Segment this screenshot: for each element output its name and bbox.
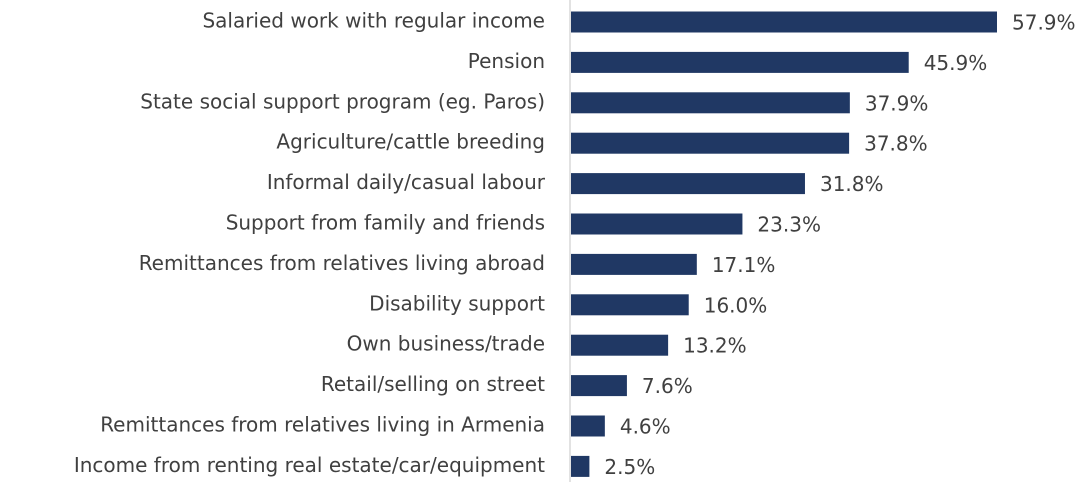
bar <box>571 173 805 195</box>
bar <box>571 294 689 316</box>
category-label: Disability support <box>369 291 545 315</box>
bar <box>571 455 590 477</box>
value-label: 2.5% <box>604 455 655 479</box>
category-label: Salaried work with regular income <box>202 9 545 33</box>
category-label: Own business/trade <box>347 332 545 356</box>
category-label: State social support program (eg. Paros) <box>140 89 545 113</box>
bar <box>571 375 627 397</box>
value-label: 23.3% <box>757 213 821 237</box>
value-label: 57.9% <box>1012 11 1076 35</box>
value-label: 16.0% <box>704 293 768 317</box>
category-label: Agriculture/cattle breeding <box>276 130 545 154</box>
value-label: 4.6% <box>620 415 671 439</box>
category-label: Retail/selling on street <box>321 372 545 396</box>
bar <box>571 253 697 275</box>
bar <box>571 415 605 437</box>
value-label: 45.9% <box>924 51 988 75</box>
category-label: Support from family and friends <box>226 211 545 235</box>
value-label: 37.8% <box>864 132 928 156</box>
value-label: 13.2% <box>683 334 747 358</box>
bar <box>571 11 997 33</box>
bar <box>571 51 909 73</box>
value-label: 17.1% <box>712 253 776 277</box>
category-label: Pension <box>468 49 545 73</box>
category-label: Income from renting real estate/car/equi… <box>74 453 545 477</box>
value-label: 31.8% <box>820 172 884 196</box>
category-label: Remittances from relatives living abroad <box>139 251 545 275</box>
bar <box>571 334 669 356</box>
category-label: Informal daily/casual labour <box>267 170 546 194</box>
bar <box>571 213 743 235</box>
bar <box>571 132 850 154</box>
value-label: 37.9% <box>865 91 929 115</box>
bar <box>571 92 850 114</box>
value-label: 7.6% <box>642 374 693 398</box>
category-label: Remittances from relatives living in Arm… <box>100 413 545 437</box>
